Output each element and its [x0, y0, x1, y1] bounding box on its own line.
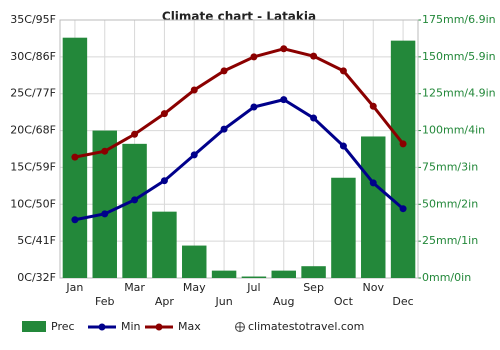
line-marker [220, 67, 228, 75]
legend-swatch [22, 321, 46, 332]
line-marker [160, 177, 168, 185]
line-marker [250, 103, 258, 111]
y-tick-label: 20C/68F [10, 124, 56, 137]
line-marker [310, 52, 318, 60]
x-tick-label: Jan [65, 281, 83, 294]
y-tick-label: 25C/77F [10, 87, 56, 100]
y2-tick-label: 150mm/5.9in [422, 50, 496, 63]
line-marker [280, 96, 288, 104]
y-tick-label: 0C/32F [17, 271, 56, 284]
line-marker [399, 140, 407, 148]
line-marker [280, 45, 288, 53]
x-tick-label: Apr [155, 295, 175, 308]
y-tick-label: 5C/41F [17, 234, 56, 247]
line-marker [190, 151, 198, 159]
y2-tick-label: 100mm/4in [422, 124, 485, 137]
line-marker [339, 67, 347, 75]
line-marker [101, 147, 109, 155]
x-tick-label: Sep [303, 281, 324, 294]
x-tick-label: Jun [214, 295, 232, 308]
line-marker [310, 114, 318, 122]
bar [152, 211, 177, 278]
y2-tick-label: 125mm/4.9in [422, 87, 496, 100]
line-marker [369, 102, 377, 110]
bar [122, 143, 147, 278]
legend-label: Min [121, 320, 141, 333]
x-tick-label: Feb [95, 295, 114, 308]
legend-marker [155, 323, 163, 331]
legend-label: Max [178, 320, 201, 333]
chart-title: Climate chart - Latakia [162, 10, 316, 24]
line-marker [131, 130, 139, 138]
bar [241, 276, 267, 278]
x-tick-label: Jul [246, 281, 260, 294]
bar [92, 130, 117, 278]
y2-tick-label: 175mm/6.9in [422, 13, 496, 26]
bar [271, 270, 296, 278]
y-tick-label: 10C/50F [10, 197, 56, 210]
x-tick-label: Mar [124, 281, 145, 294]
bar [361, 136, 386, 278]
line [74, 47, 405, 159]
source-icon [235, 322, 245, 332]
line-marker [190, 86, 198, 94]
line-marker [101, 210, 109, 218]
y-tick-label: 35C/95F [10, 13, 56, 26]
line-marker [131, 196, 139, 204]
y2-tick-label: 25mm/1in [422, 234, 478, 247]
legend-label: Prec [51, 320, 75, 333]
line-marker [250, 53, 258, 61]
bar [211, 270, 237, 278]
x-tick-label: Dec [392, 295, 413, 308]
x-tick-label: Nov [363, 281, 385, 294]
bar [182, 245, 207, 278]
bar [390, 40, 416, 278]
source: climatestotravel.com [248, 320, 364, 333]
line-marker [339, 142, 347, 150]
x-tick-label: Aug [273, 295, 294, 308]
y2-tick-label: 0mm/0in [422, 271, 471, 284]
y-tick-label: 30C/86F [10, 50, 56, 63]
line-marker [71, 216, 79, 224]
legend-marker [98, 323, 106, 331]
plot-frame [59, 19, 419, 279]
line-marker [71, 153, 79, 161]
line [74, 98, 405, 222]
bar [301, 266, 326, 278]
y2-tick-label: 75mm/3in [422, 160, 478, 173]
bar [331, 177, 356, 278]
y2-tick-label: 50mm/2in [422, 197, 478, 210]
x-tick-label: May [183, 281, 206, 294]
line-marker [220, 125, 228, 133]
line-marker [399, 205, 407, 213]
line-marker [369, 179, 377, 187]
x-tick-label: Oct [334, 295, 354, 308]
line-marker [160, 110, 168, 118]
y-tick-label: 15C/59F [10, 160, 56, 173]
